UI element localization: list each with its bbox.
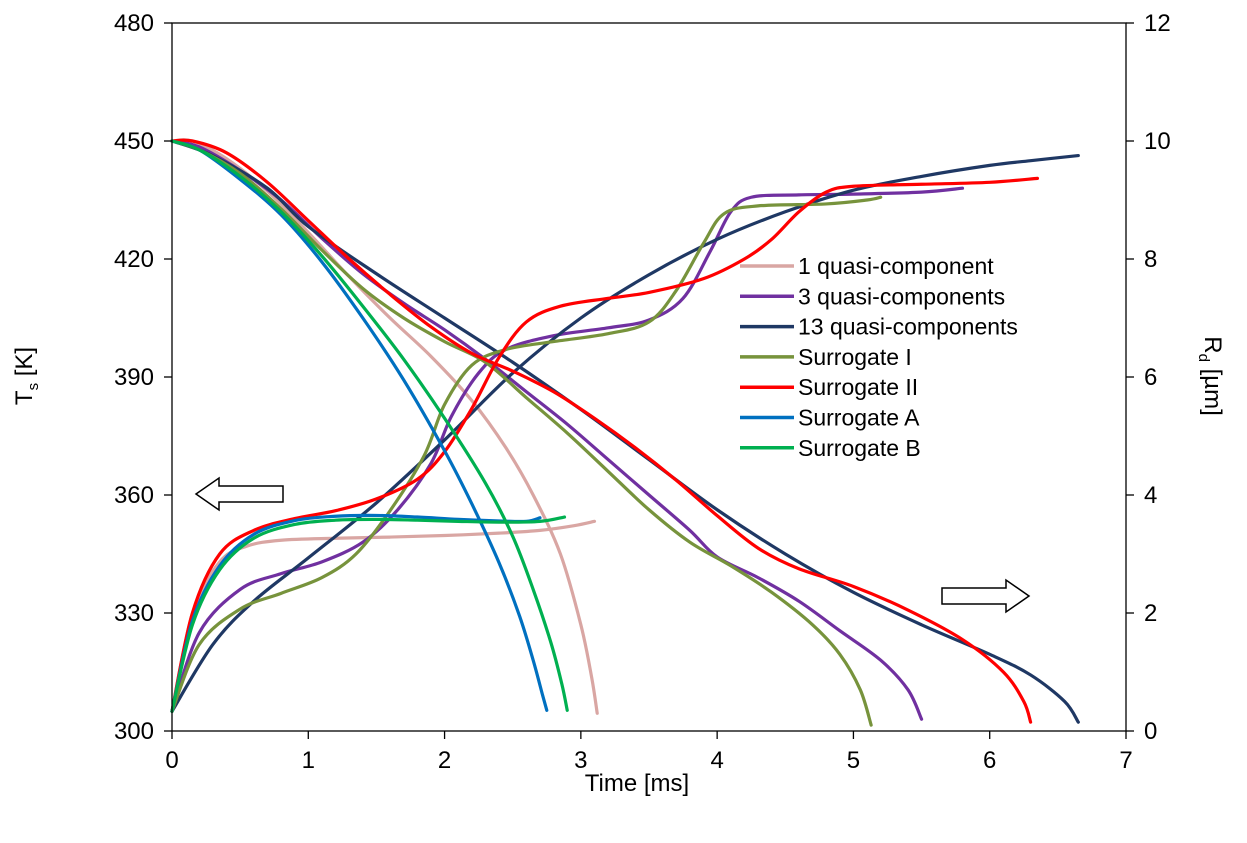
- legend-label: 1 quasi-component: [798, 253, 994, 279]
- series-line-surrogate-a-radius: [170, 139, 549, 712]
- y-right-tick-label: 2: [1144, 600, 1157, 627]
- legend-item-surrogate-a: Surrogate A: [740, 405, 920, 431]
- y-left-tick-label: 390: [114, 364, 154, 391]
- series-line-surrogate-ii-temperature: [170, 176, 1040, 713]
- y-left-tick-label: 300: [114, 718, 154, 745]
- arrow-right-icon: [941, 578, 1031, 614]
- series-line-1-quasi-component-temperature: [170, 519, 597, 713]
- y-left-tick-label: 450: [114, 128, 154, 155]
- arrow-left-icon: [194, 476, 284, 512]
- series-line-1-quasi-component-radius: [170, 138, 599, 715]
- y-left-tick-label: 360: [114, 482, 154, 509]
- right-axis-title-subscript: d: [1195, 354, 1212, 362]
- x-axis-title: Time [ms]: [585, 770, 689, 797]
- y-right-tick-label: 10: [1144, 128, 1171, 155]
- y-left-tick-label: 330: [114, 600, 154, 627]
- legend-label: Surrogate B: [798, 435, 921, 461]
- legend-item-surrogate-ii: Surrogate II: [740, 374, 918, 400]
- x-tick-label: 2: [438, 747, 451, 774]
- right-axis-title: Rd [µm]: [1195, 336, 1226, 416]
- legend-item-3-quasi-components: 3 quasi-components: [740, 283, 1005, 309]
- series-line-surrogate-ii-radius: [170, 138, 1033, 724]
- x-tick-label: 3: [574, 747, 587, 774]
- legend-item-surrogate-i: Surrogate I: [740, 344, 912, 370]
- left-axis-title-group: Ts [K]: [11, 347, 42, 405]
- y-right-tick-label: 6: [1144, 364, 1157, 391]
- right-axis-title-group: Rd [µm]: [1195, 336, 1226, 416]
- y-right-tick-label: 4: [1144, 482, 1157, 509]
- y-right-tick-label: 0: [1144, 718, 1157, 745]
- y-left-tick-label: 480: [114, 10, 154, 37]
- series-line-surrogate-i-radius: [170, 139, 873, 727]
- legend-label: Surrogate II: [798, 374, 918, 400]
- y-right-tick-label: 8: [1144, 246, 1157, 273]
- legend-label: Surrogate I: [798, 344, 912, 370]
- x-tick-label: 6: [983, 747, 996, 774]
- y-right-tick-label: 12: [1144, 10, 1171, 37]
- series-line-surrogate-b-radius: [170, 139, 569, 712]
- x-tick-label: 1: [302, 747, 315, 774]
- x-tick-label: 4: [710, 747, 723, 774]
- legend-label: 3 quasi-components: [798, 283, 1005, 309]
- x-tick-label: 5: [847, 747, 860, 774]
- left-axis-title-main: T: [11, 390, 38, 405]
- right-axis-title-unit: [µm]: [1199, 362, 1226, 416]
- x-tick-label: 7: [1119, 747, 1132, 774]
- legend-label: 13 quasi-components: [798, 314, 1018, 340]
- legend-label: Surrogate A: [798, 405, 920, 431]
- series-layer: [170, 138, 1080, 727]
- left-axis-title-unit: [K]: [11, 347, 38, 383]
- legend-item-surrogate-b: Surrogate B: [740, 435, 921, 461]
- y-left-tick-label: 420: [114, 246, 154, 273]
- legend-item-13-quasi-components: 13 quasi-components: [740, 314, 1018, 340]
- x-tick-label: 0: [165, 747, 178, 774]
- left-axis-title: Ts [K]: [11, 347, 42, 405]
- left-axis-title-subscript: s: [25, 383, 42, 391]
- series-line-13-quasi-components-temperature: [170, 153, 1080, 713]
- legend: 1 quasi-component 3 quasi-components 13 qu…: [740, 253, 1018, 461]
- right-axis-title-main: R: [1199, 336, 1226, 353]
- legend-item-1-quasi-component: 1 quasi-component: [740, 253, 994, 279]
- series-line-surrogate-b-temperature: [170, 515, 567, 713]
